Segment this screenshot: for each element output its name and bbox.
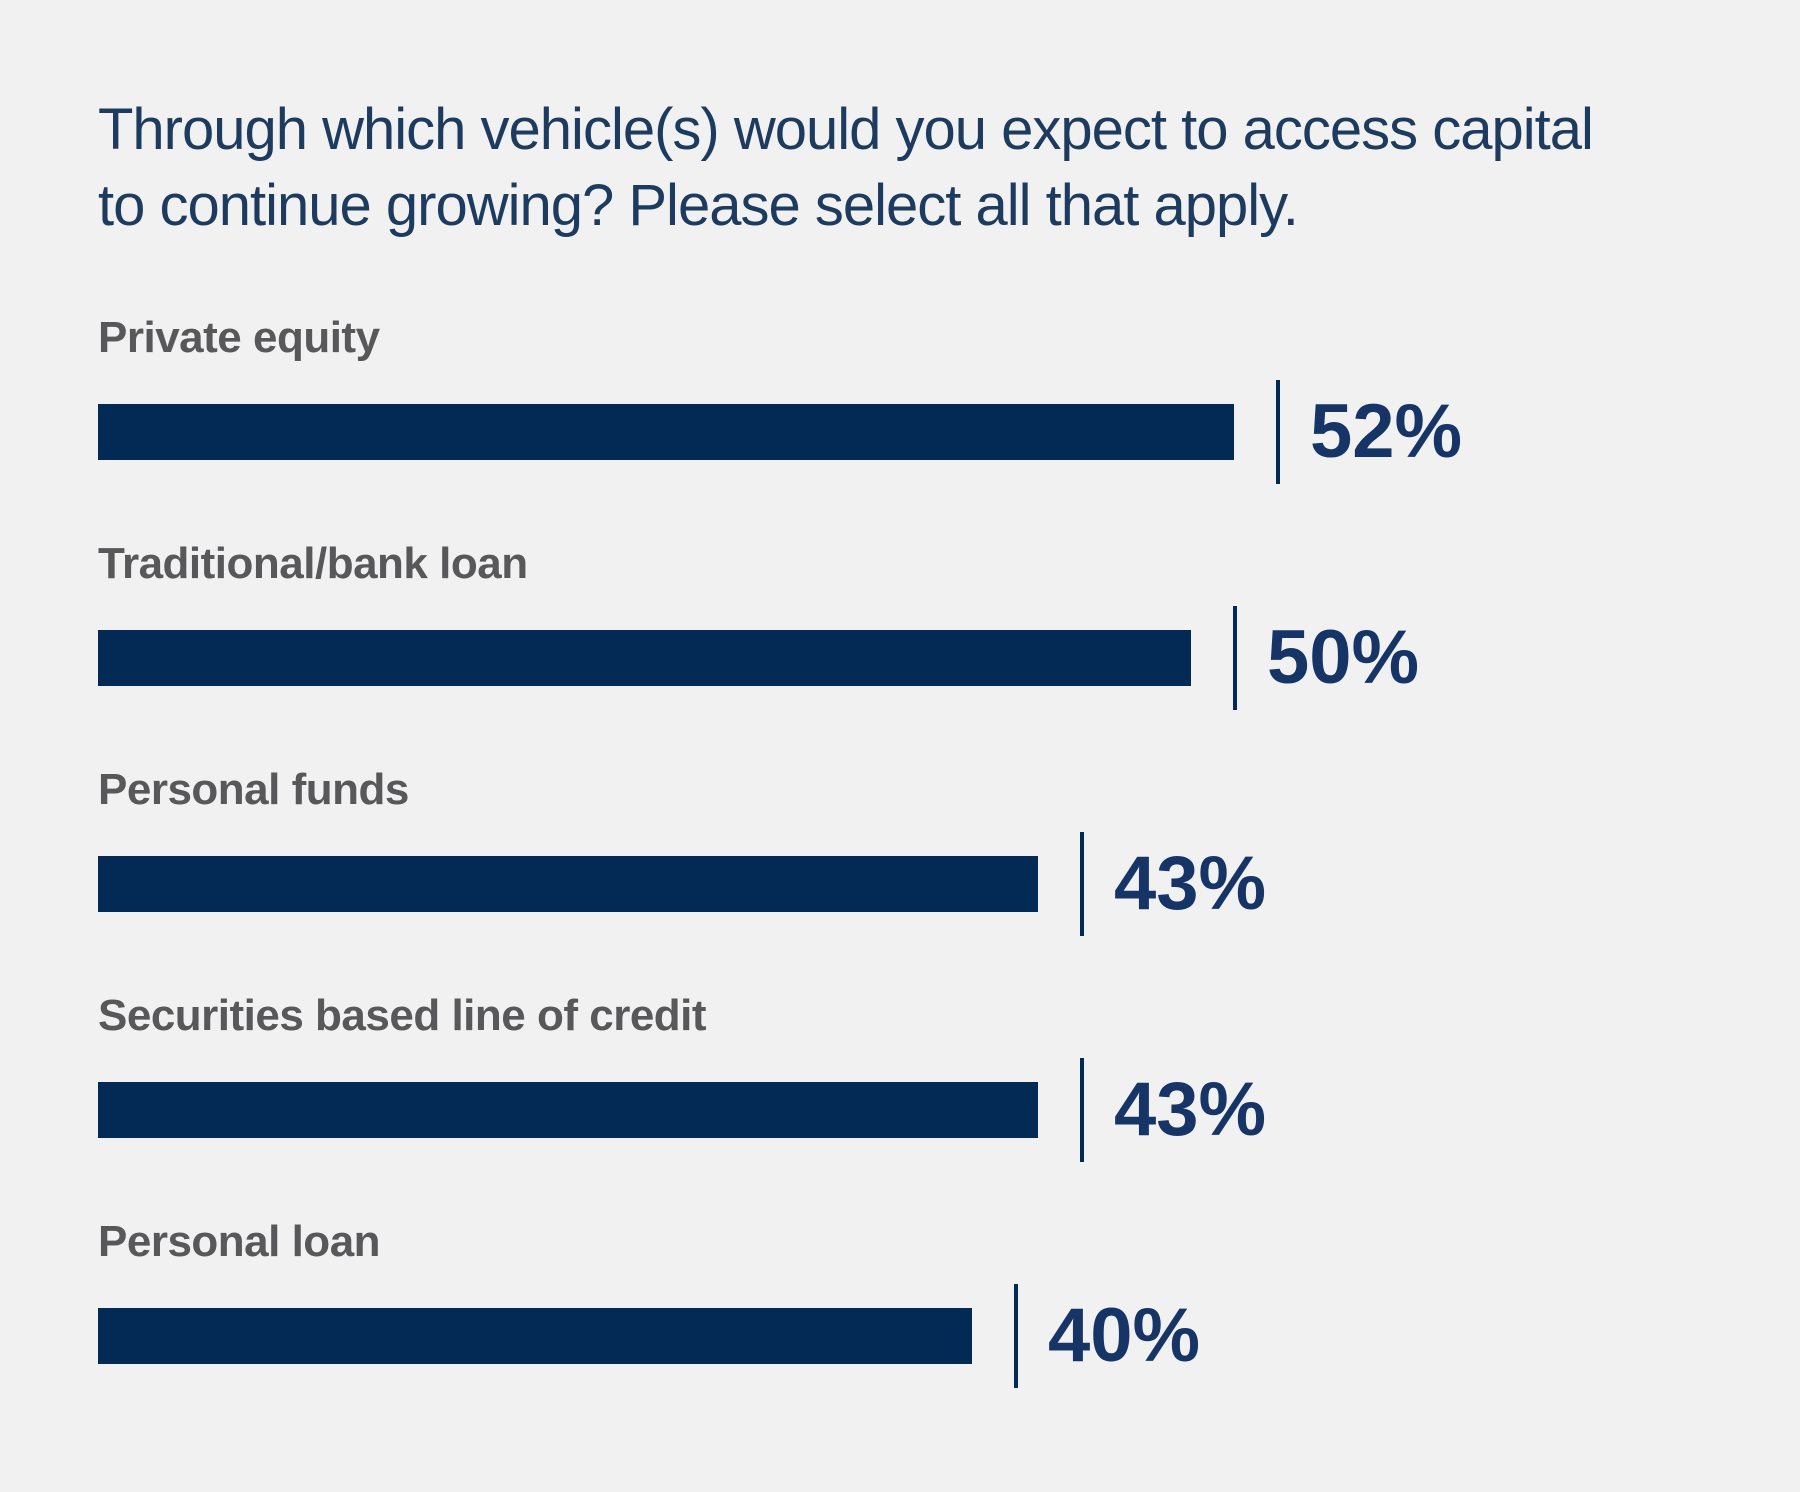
value-label: 50% xyxy=(1267,615,1420,700)
bar-category-label: Securities based line of credit xyxy=(98,991,707,1040)
bar-row: Private equity 52% xyxy=(98,316,1710,484)
bar-track: 43% xyxy=(98,832,1710,936)
value-label: 43% xyxy=(1114,841,1267,926)
value-label: 43% xyxy=(1114,1067,1267,1152)
bar-track: 50% xyxy=(98,606,1710,710)
bar xyxy=(98,630,1191,686)
bar-row: Traditional/bank loan 50% xyxy=(98,542,1710,710)
bar xyxy=(98,1082,1038,1138)
bar-track: 43% xyxy=(98,1058,1710,1162)
tick-mark xyxy=(1233,606,1237,710)
bar xyxy=(98,1308,972,1364)
bar-rows: Private equity 52% Traditional/bank loan 50… xyxy=(98,316,1710,1388)
bar-category-label: Personal loan xyxy=(98,1217,381,1266)
tick-mark xyxy=(1276,380,1280,484)
bar-row: Personal loan 40% xyxy=(98,1220,1710,1388)
bar-track: 52% xyxy=(98,380,1710,484)
bar-track: 40% xyxy=(98,1284,1710,1388)
bar xyxy=(98,856,1038,912)
bar-category-label: Private equity xyxy=(98,313,380,362)
chart-title: Through which vehicle(s) would you expec… xyxy=(98,92,1710,244)
tick-mark xyxy=(1080,832,1084,936)
bar-category-label: Traditional/bank loan xyxy=(98,539,528,588)
bar-row: Personal funds 43% xyxy=(98,768,1710,936)
chart-title-line-2: to continue growing? Please select all t… xyxy=(98,173,1299,238)
tick-mark xyxy=(1080,1058,1084,1162)
value-label: 52% xyxy=(1310,389,1463,474)
bar-row: Securities based line of credit 43% xyxy=(98,994,1710,1162)
tick-mark xyxy=(1014,1284,1018,1388)
chart-title-line-1: Through which vehicle(s) would you expec… xyxy=(98,97,1594,162)
bar-category-label: Personal funds xyxy=(98,765,409,814)
value-label: 40% xyxy=(1048,1293,1201,1378)
bar xyxy=(98,404,1234,460)
